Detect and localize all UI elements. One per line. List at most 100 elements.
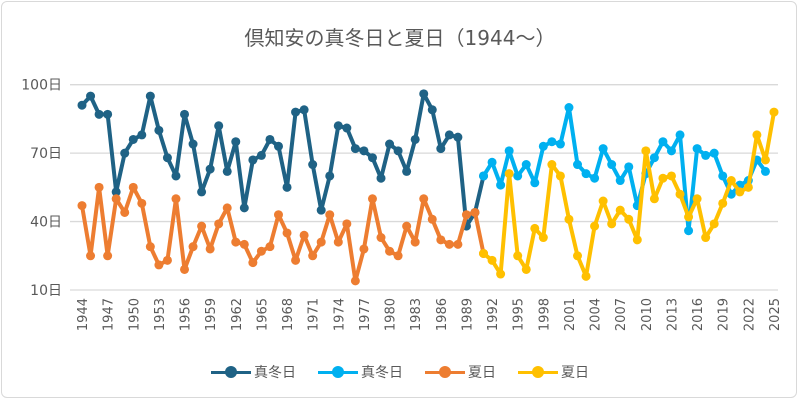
data-point — [333, 121, 343, 131]
data-point — [197, 187, 207, 197]
data-point — [333, 237, 343, 247]
data-point — [137, 198, 147, 208]
data-point — [162, 153, 172, 163]
series-line-1 — [80, 91, 486, 229]
x-tick-label: 1998 — [537, 298, 552, 331]
data-point — [607, 219, 617, 229]
data-point — [231, 137, 241, 147]
data-point — [410, 134, 420, 144]
x-tick-label: 1977 — [358, 298, 373, 331]
data-point — [427, 214, 437, 224]
data-point — [308, 160, 318, 170]
data-point — [94, 182, 104, 192]
data-point — [205, 164, 215, 174]
legend-marker-icon — [518, 366, 558, 378]
data-point — [299, 230, 309, 240]
x-tick-label: 1959 — [204, 298, 219, 331]
data-point — [77, 201, 87, 211]
data-point — [154, 260, 164, 270]
data-point — [120, 148, 130, 158]
chart-title: 倶知安の真冬日と夏日（1944～） — [244, 26, 556, 50]
legend-label: 夏日 — [561, 365, 589, 381]
data-point — [555, 139, 565, 149]
series-line-2 — [481, 105, 768, 233]
data-point — [111, 194, 121, 204]
legend-item-series-2: 真冬日 — [318, 362, 403, 382]
data-point — [325, 210, 335, 220]
x-tick-label: 1965 — [255, 298, 270, 331]
data-point — [86, 251, 96, 261]
legend-label: 夏日 — [468, 365, 496, 381]
data-point — [760, 155, 770, 165]
data-point — [496, 269, 506, 279]
data-point — [188, 242, 198, 252]
data-point — [402, 166, 412, 176]
data-point — [649, 194, 659, 204]
data-point — [470, 207, 480, 217]
data-point — [504, 146, 514, 156]
data-point — [256, 246, 266, 256]
data-point — [385, 139, 395, 149]
data-point — [615, 205, 625, 215]
x-tick-label: 2010 — [640, 298, 655, 331]
data-point — [530, 223, 540, 233]
data-point — [581, 169, 591, 179]
data-point — [624, 162, 634, 172]
data-point — [180, 264, 190, 274]
data-point — [162, 255, 172, 265]
data-point — [590, 221, 600, 231]
data-point — [684, 212, 694, 222]
data-point — [214, 121, 224, 131]
data-point — [701, 233, 711, 243]
data-point — [538, 233, 548, 243]
data-point — [649, 153, 659, 163]
legend-marker-icon — [318, 366, 358, 378]
data-point — [709, 219, 719, 229]
data-point — [726, 176, 736, 186]
data-point — [564, 103, 574, 113]
x-tick-label: 1992 — [486, 298, 501, 331]
legend-item-series-3: 夏日 — [425, 362, 496, 382]
data-point — [94, 109, 104, 119]
data-point — [239, 239, 249, 249]
x-tick-label: 1947 — [102, 298, 117, 331]
data-point — [615, 176, 625, 186]
data-point — [743, 182, 753, 192]
data-point — [701, 150, 711, 160]
x-tick-label: 1983 — [409, 298, 424, 331]
legend-marker-icon — [425, 366, 465, 378]
data-point — [188, 139, 198, 149]
data-point — [367, 153, 377, 163]
data-point — [214, 219, 224, 229]
data-point — [760, 166, 770, 176]
x-tick-label: 1986 — [435, 298, 450, 331]
data-point — [718, 171, 728, 181]
data-point — [666, 146, 676, 156]
data-point — [521, 264, 531, 274]
x-tick-label: 1944 — [76, 298, 91, 331]
data-point — [658, 137, 668, 147]
data-point — [573, 251, 583, 261]
data-point — [530, 178, 540, 188]
data-point — [675, 189, 685, 199]
data-point — [103, 251, 113, 261]
data-point — [342, 219, 352, 229]
data-point — [624, 214, 634, 224]
legend-item-series-1: 真冬日 — [211, 362, 296, 382]
data-point — [248, 155, 258, 165]
x-tick-label: 1968 — [281, 298, 296, 331]
legend: 真冬日 真冬日 夏日 夏日 — [0, 362, 800, 382]
data-point — [359, 244, 369, 254]
x-tick-label: 1953 — [153, 298, 168, 331]
data-point — [171, 194, 181, 204]
data-point — [581, 271, 591, 281]
data-point — [684, 226, 694, 236]
x-tick-label: 1950 — [127, 298, 142, 331]
legend-item-series-4: 夏日 — [518, 362, 589, 382]
data-point — [265, 242, 275, 252]
data-point — [402, 221, 412, 231]
data-point — [154, 125, 164, 135]
data-point — [436, 235, 446, 245]
data-point — [393, 251, 403, 261]
